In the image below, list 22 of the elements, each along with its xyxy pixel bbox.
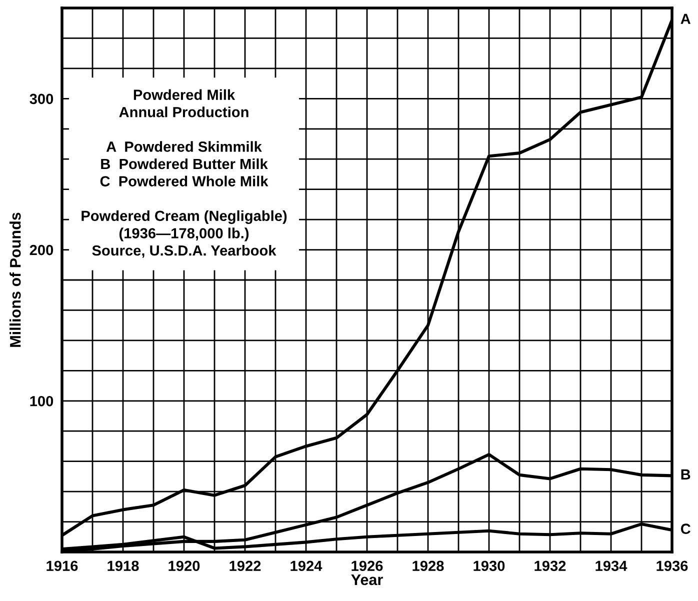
x-tick-label: 1918 bbox=[108, 560, 139, 572]
x-tick-label: 1922 bbox=[230, 560, 261, 572]
x-tick-label: 1932 bbox=[534, 560, 566, 572]
y-axis-title: Millions of Pounds bbox=[10, 212, 21, 347]
y-tick-label: 300 bbox=[30, 94, 54, 104]
x-tick-label: 1934 bbox=[596, 560, 628, 572]
x-tick-label: 1928 bbox=[412, 560, 444, 572]
annotation: A Powdered Skimmilk B Powdered Butter Milk C Powdered Whole Milk bbox=[100, 141, 268, 186]
series-label: A bbox=[680, 14, 690, 24]
x-tick-label: 1924 bbox=[290, 560, 322, 572]
y-tick-label: 100 bbox=[30, 396, 54, 406]
x-tick-label: 1926 bbox=[352, 560, 383, 572]
x-axis-title: Year bbox=[351, 574, 383, 586]
y-tick-label: 200 bbox=[30, 244, 54, 256]
annotation: Powdered Cream (Negligable) (1936—178,000 lb.) Source, U.S.D.A. Yearbook bbox=[82, 210, 287, 258]
x-tick-label: 1920 bbox=[168, 560, 200, 572]
series-label: B bbox=[681, 469, 690, 480]
x-tick-label: 1936 bbox=[656, 560, 688, 572]
x-tick-label: 1916 bbox=[46, 560, 78, 572]
annotation: Powdered Milk Annual Production bbox=[119, 89, 248, 118]
x-tick-label: 1930 bbox=[474, 560, 505, 572]
series-label: C bbox=[680, 524, 690, 534]
